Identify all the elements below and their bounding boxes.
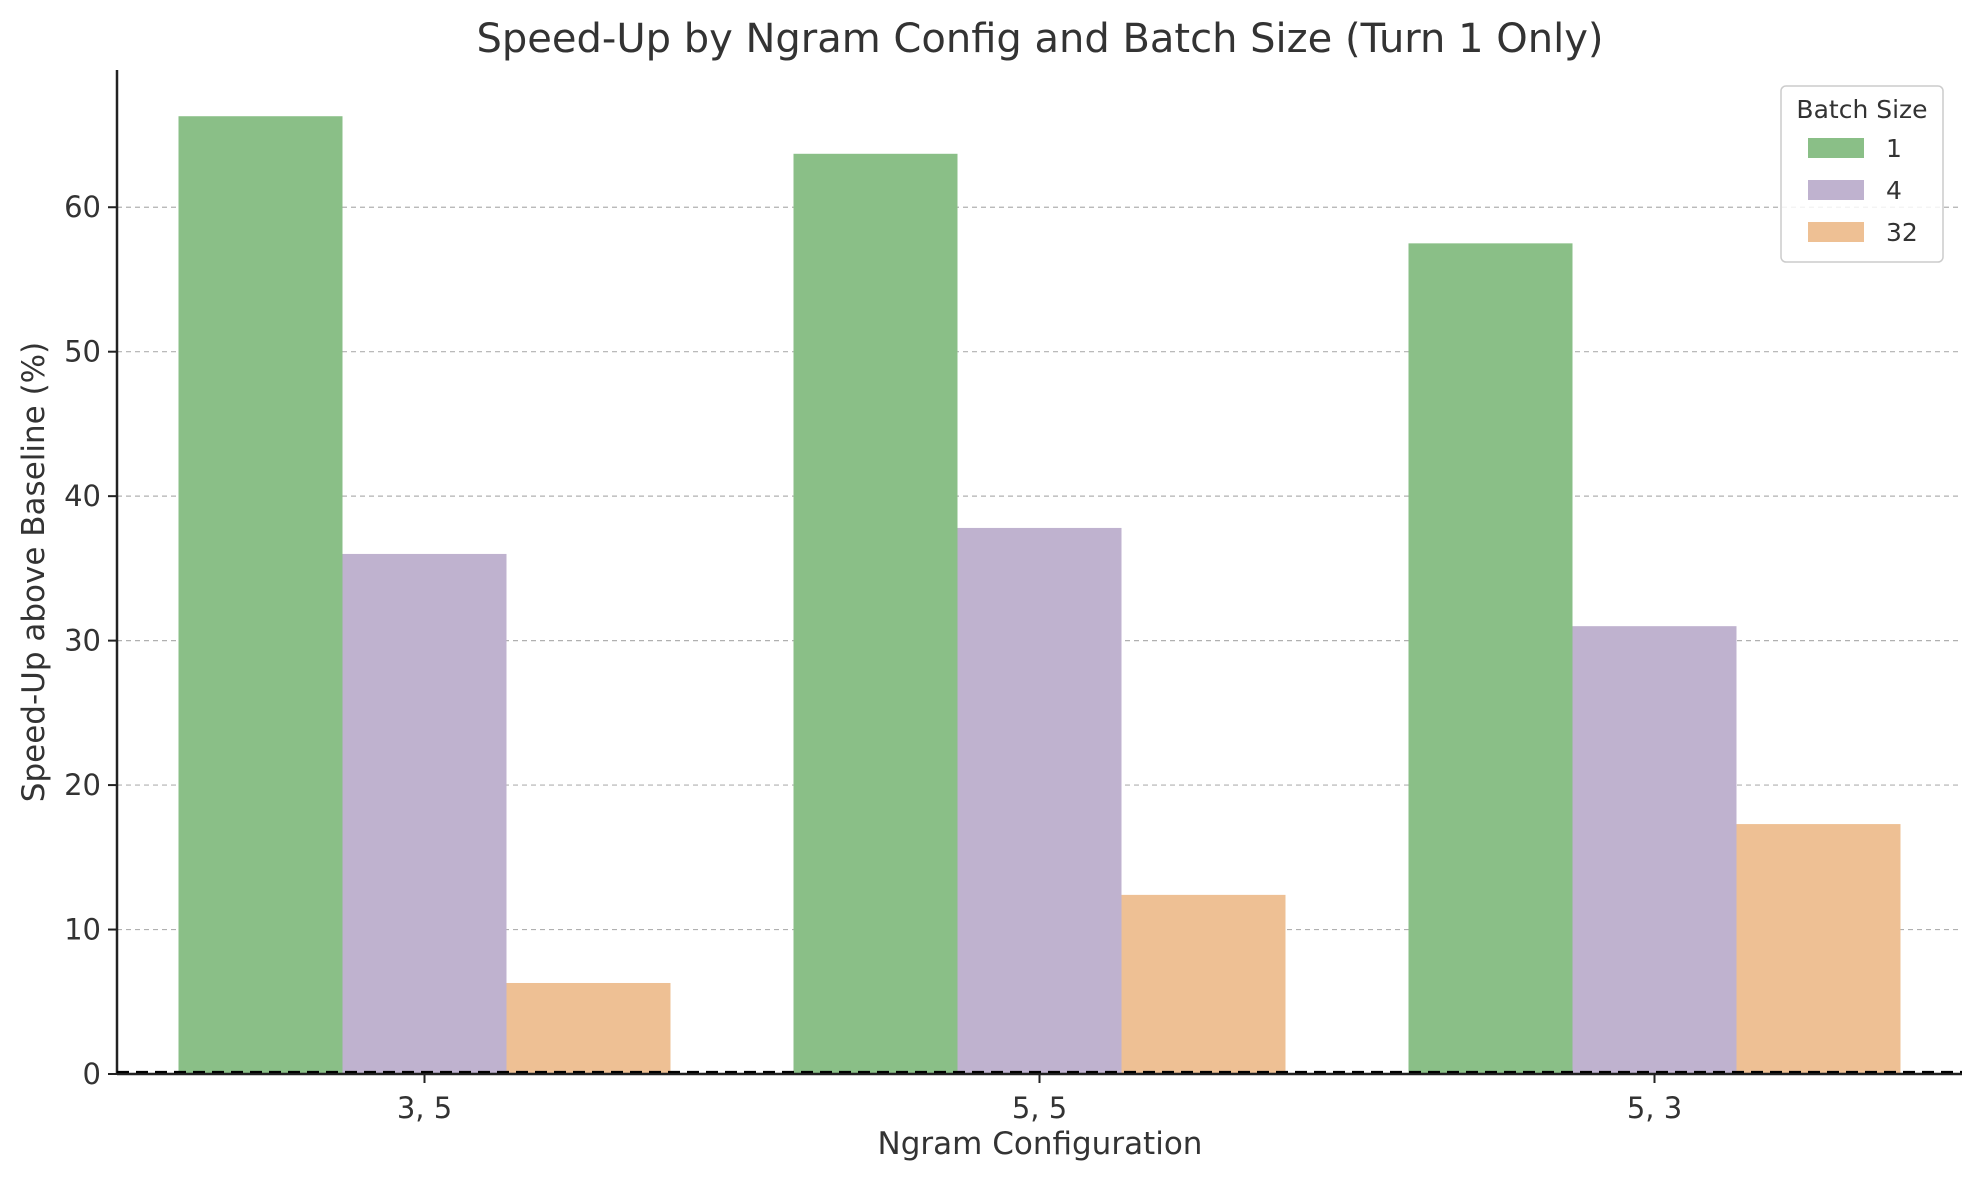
legend-box — [1780, 85, 1944, 263]
legend-title: Batch Size — [1796, 95, 1927, 124]
y-tick-label: 50 — [64, 335, 101, 369]
x-tick-label: 3, 5 — [397, 1091, 452, 1125]
y-tick-label: 10 — [64, 913, 101, 947]
bars-layer — [178, 116, 1901, 1074]
legend-label-batch-4: 4 — [1886, 176, 1902, 205]
legend-swatch-batch-4 — [1808, 180, 1864, 200]
bar-5-3-batch-1 — [1408, 243, 1573, 1074]
legend-label-batch-32: 32 — [1886, 218, 1918, 247]
chart-title: Speed-Up by Ngram Config and Batch Size … — [477, 16, 1604, 62]
y-tick-label: 0 — [83, 1057, 101, 1091]
y-axis-label: Speed-Up above Baseline (%) — [16, 342, 52, 802]
legend-items: 1 4 32 — [1808, 134, 1918, 247]
bar-5-5-batch-1 — [793, 153, 958, 1074]
bar-5-5-batch-4 — [957, 527, 1122, 1074]
legend-swatch-batch-32 — [1808, 222, 1864, 242]
y-tick-label: 60 — [64, 190, 101, 224]
legend-label-batch-1: 1 — [1886, 134, 1902, 163]
legend-swatch-batch-1 — [1808, 138, 1864, 158]
ticks-layer: 0 10 20 30 40 50 60 3, 5 5, 5 5, 3 — [64, 190, 1682, 1125]
bar-3-5-batch-4 — [342, 553, 507, 1074]
x-axis-label: Ngram Configuration — [878, 1126, 1203, 1162]
bar-5-5-batch-32 — [1121, 894, 1286, 1074]
y-tick-label: 20 — [64, 768, 101, 802]
bar-5-3-batch-4 — [1572, 626, 1737, 1074]
bar-5-3-batch-32 — [1736, 824, 1901, 1074]
y-tick-label: 40 — [64, 479, 101, 513]
legend: Batch Size 1 4 32 — [1780, 85, 1944, 263]
x-tick-label: 5, 5 — [1012, 1091, 1067, 1125]
bar-3-5-batch-1 — [178, 116, 343, 1074]
x-tick-label: 5, 3 — [1627, 1091, 1682, 1125]
y-tick-label: 30 — [64, 624, 101, 658]
bar-3-5-batch-32 — [506, 982, 671, 1074]
